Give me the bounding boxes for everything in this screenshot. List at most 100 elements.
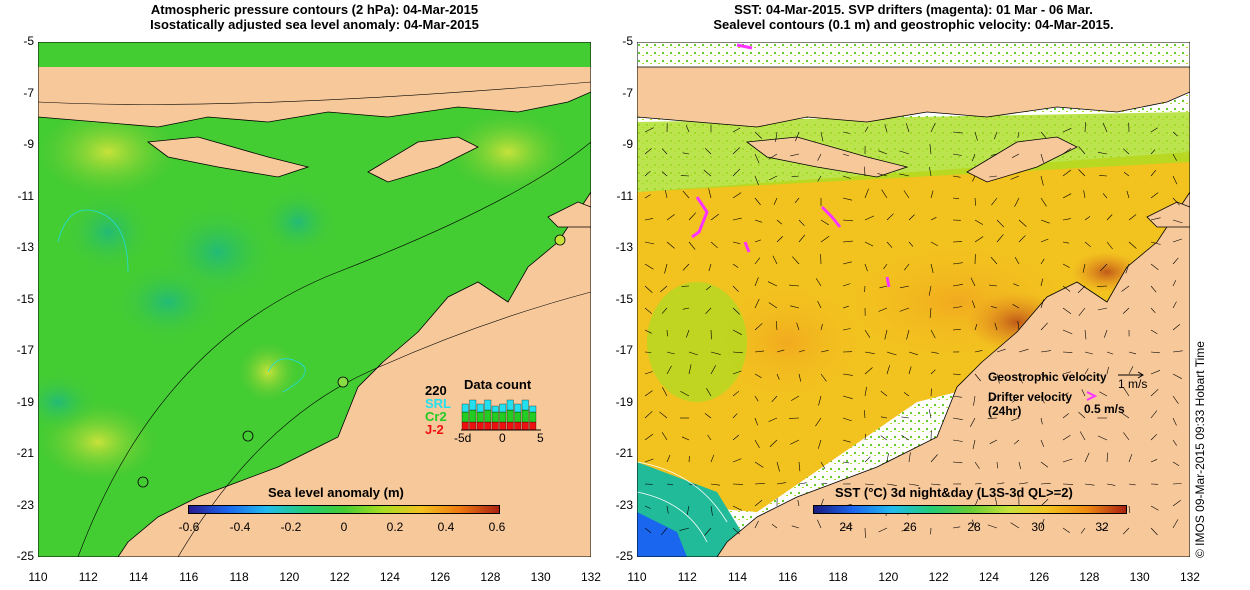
y-tick-label: -15 bbox=[16, 291, 34, 306]
x-tick-label: 120 bbox=[279, 570, 300, 584]
y-tick-label: -17 bbox=[16, 343, 34, 357]
x-tick-label: 122 bbox=[329, 570, 350, 584]
x-tick-label: 110 bbox=[627, 570, 647, 584]
histogram-bar bbox=[484, 421, 492, 431]
data-count-max: 220 bbox=[425, 383, 447, 398]
histogram-bar bbox=[506, 399, 514, 411]
x-tick-label: 110 bbox=[28, 570, 48, 584]
histogram-bar bbox=[514, 411, 522, 423]
sea-level-map-graphic bbox=[38, 42, 591, 557]
sla-colorbar-label: -0.4 bbox=[229, 520, 251, 534]
geo-velocity-scale: 1 m/s bbox=[1118, 377, 1148, 391]
y-tick-label: -25 bbox=[615, 549, 633, 563]
right-title-line1: SST: 04-Mar-2015. SVP drifters (magenta)… bbox=[734, 2, 1093, 17]
y-tick-label: -13 bbox=[16, 240, 34, 254]
credit-text: © IMOS 09-Mar-2015 09:33 Hobart Time bbox=[1193, 341, 1207, 558]
sst-colorbar-label: 26 bbox=[903, 520, 917, 534]
sla-colorbar-label: -0.6 bbox=[178, 520, 200, 534]
histogram-bar bbox=[514, 403, 522, 413]
histogram-bar bbox=[499, 411, 507, 423]
histogram-bar bbox=[491, 405, 499, 413]
histogram-bar bbox=[484, 399, 492, 411]
data-count-xlabel: -5d bbox=[454, 431, 472, 445]
histogram-bar bbox=[469, 421, 477, 431]
sla-colorbar-label: 0 bbox=[340, 520, 348, 534]
x-tick-label: 124 bbox=[379, 570, 400, 584]
y-tick-label: -17 bbox=[615, 343, 633, 357]
y-tick-label: -21 bbox=[16, 446, 34, 460]
sla-colorbar-label: 0.2 bbox=[386, 520, 404, 534]
x-tick-label: 116 bbox=[778, 570, 798, 584]
sla-colorbar-label: -0.2 bbox=[280, 520, 302, 534]
drifter-velocity-label: Drifter velocity bbox=[988, 390, 1073, 404]
x-tick-label: 120 bbox=[878, 570, 899, 584]
sst-colorbar-label: 32 bbox=[1095, 520, 1109, 534]
x-tick-label: 128 bbox=[1079, 570, 1100, 584]
y-tick-label: -19 bbox=[615, 394, 633, 409]
data-count-series-srl: SRL bbox=[425, 396, 451, 411]
x-tick-label: 128 bbox=[480, 570, 501, 584]
sst-map bbox=[637, 42, 1190, 557]
sumba-island bbox=[146, 136, 310, 178]
x-tick-label: 118 bbox=[828, 570, 848, 584]
x-tick-label: 130 bbox=[1129, 570, 1150, 584]
data-count-series-cr2: Cr2 bbox=[425, 409, 447, 424]
y-tick-label: -15 bbox=[615, 291, 633, 306]
histogram-bar bbox=[506, 421, 514, 431]
x-tick-label: 122 bbox=[928, 570, 949, 584]
y-tick-label: -21 bbox=[615, 446, 633, 460]
data-count-xlabel: 5 bbox=[537, 431, 544, 445]
x-tick-label: 112 bbox=[677, 570, 697, 584]
sla-colorbar-title: Sea level anomaly (m) bbox=[268, 485, 404, 500]
histogram-bar bbox=[469, 399, 477, 411]
histogram-bar bbox=[506, 409, 514, 423]
histogram-bar bbox=[469, 409, 477, 423]
y-tick-label: -5 bbox=[622, 34, 633, 48]
y-tick-label: -7 bbox=[23, 85, 34, 100]
y-tick-label: -19 bbox=[16, 394, 34, 409]
histogram-bar bbox=[476, 411, 484, 423]
sst-colorbar bbox=[813, 505, 1127, 514]
data-count-histogram bbox=[461, 399, 541, 431]
x-tick-label: 126 bbox=[430, 570, 451, 584]
histogram-bar bbox=[476, 403, 484, 413]
histogram-bar bbox=[521, 421, 529, 431]
histogram-bar bbox=[499, 421, 507, 431]
timor-island bbox=[367, 136, 479, 183]
histogram-bar bbox=[514, 421, 522, 431]
geo-velocity-arrow-icon bbox=[1118, 371, 1144, 379]
histogram-bar bbox=[461, 421, 469, 431]
sst-map-graphic bbox=[637, 42, 1190, 557]
sst-colorbar-label: 24 bbox=[839, 520, 853, 534]
histogram-bar bbox=[461, 411, 469, 423]
x-tick-label: 126 bbox=[1029, 570, 1050, 584]
data-count-xlabel: 0 bbox=[499, 431, 506, 445]
x-tick-label: 132 bbox=[1179, 570, 1200, 584]
y-tick-label: -25 bbox=[16, 549, 34, 563]
data-count-series-j2: J-2 bbox=[425, 422, 444, 437]
y-tick-label: -9 bbox=[23, 137, 34, 151]
histogram-bar bbox=[499, 403, 507, 413]
drifter-velocity-arrow-icon bbox=[1086, 391, 1098, 401]
x-tick-label: 130 bbox=[530, 570, 551, 584]
drifter-velocity-scale: 0.5 m/s bbox=[1084, 402, 1125, 416]
histogram-bar bbox=[529, 411, 537, 423]
y-tick-label: -13 bbox=[615, 240, 633, 254]
x-tick-label: 132 bbox=[580, 570, 601, 584]
histogram-bar bbox=[476, 421, 484, 431]
histogram-bar bbox=[521, 409, 529, 423]
y-tick-label: -23 bbox=[615, 497, 633, 512]
y-tick-label: -23 bbox=[16, 497, 34, 512]
x-tick-label: 124 bbox=[978, 570, 999, 584]
histogram-bar bbox=[484, 409, 492, 423]
histogram-bar bbox=[521, 399, 529, 411]
left-title-line2: Isostatically adjusted sea level anomaly… bbox=[150, 17, 479, 32]
sst-colorbar-label: 30 bbox=[1031, 520, 1045, 534]
y-tick-label: -11 bbox=[616, 188, 633, 203]
sla-colorbar bbox=[188, 505, 500, 514]
y-tick-label: -5 bbox=[23, 34, 34, 48]
histogram-bar bbox=[529, 405, 537, 413]
y-tick-label: -11 bbox=[17, 188, 34, 203]
sla-colorbar-label: 0.4 bbox=[437, 520, 455, 534]
left-title-line1: Atmospheric pressure contours (2 hPa): 0… bbox=[150, 2, 479, 17]
